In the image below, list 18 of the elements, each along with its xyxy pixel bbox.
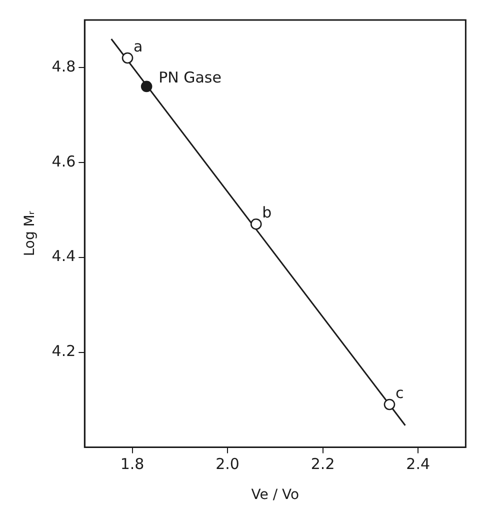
x-axis-title: Ve / Vo — [251, 487, 300, 504]
x-tick-label: 2.2 — [310, 455, 335, 474]
y-axis-title: Log Mᵣ — [22, 210, 38, 256]
y-tick-label: 4.8 — [52, 57, 76, 76]
y-tick-label: 4.4 — [52, 247, 76, 266]
point — [140, 80, 152, 92]
x-tick-label: 1.8 — [120, 455, 144, 474]
y-tick-label: 4.2 — [52, 342, 76, 360]
point — [384, 398, 396, 410]
annotation: b — [262, 203, 272, 222]
x-tick-label: 2.0 — [216, 455, 240, 474]
point — [122, 52, 134, 64]
point — [250, 218, 262, 230]
annotation: c — [395, 384, 404, 402]
y-tick-label: 4.6 — [52, 152, 76, 170]
x-tick-label: 2.4 — [406, 455, 430, 474]
annotation: a — [134, 37, 143, 56]
series-label: PN Gase — [158, 68, 222, 86]
